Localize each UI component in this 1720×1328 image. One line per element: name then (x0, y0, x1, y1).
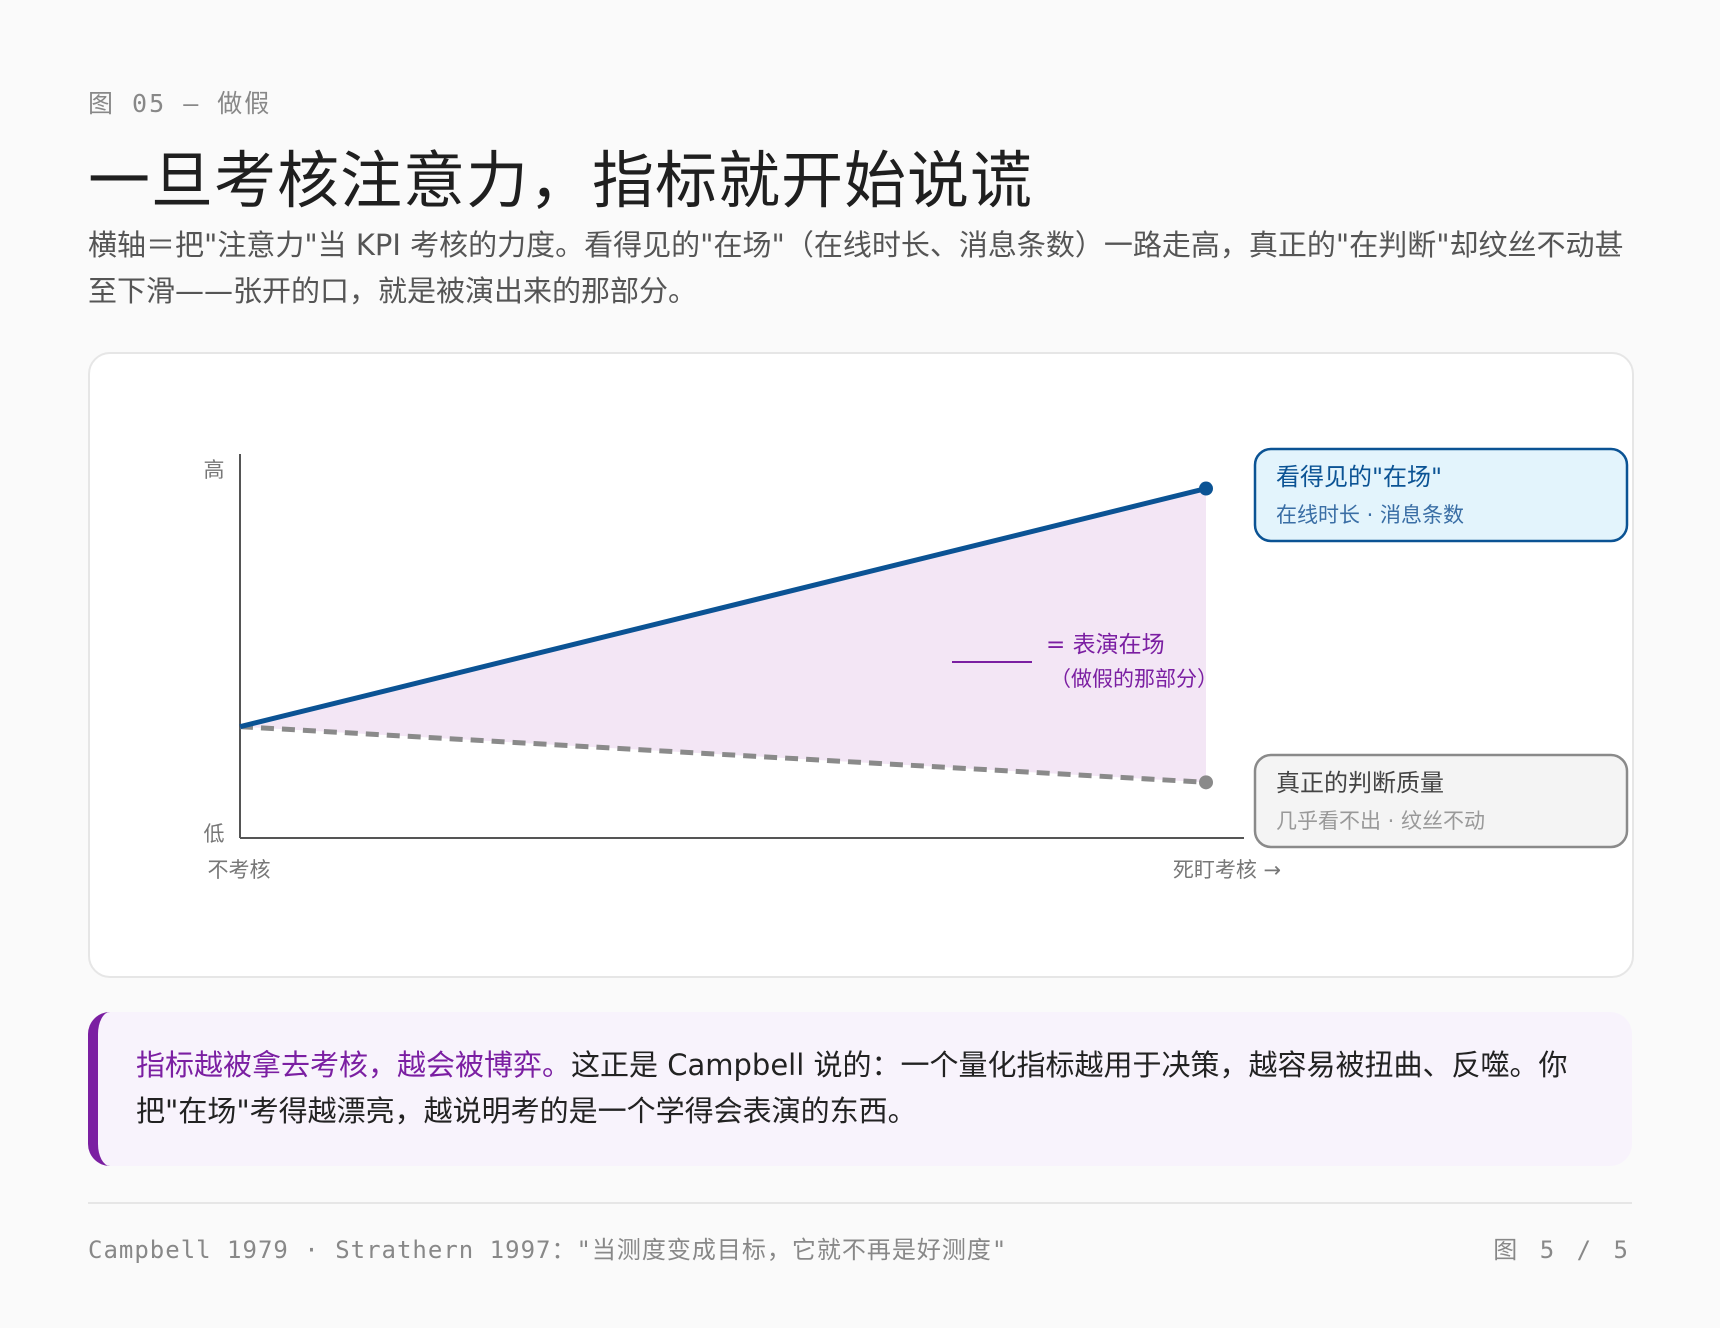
callout-box: 指标越被拿去考核，越会被博弈。这正是 Campbell 说的：一个量化指标越用于… (88, 1012, 1632, 1166)
series-line-presence (239, 486, 1207, 730)
gap-area (240, 488, 1206, 783)
page-title: 一旦考核注意力，指标就开始说谎 (88, 144, 1034, 217)
legend-box-judgment: 真正的判断质量 几乎看不出 · 纹丝不动 (1253, 753, 1629, 849)
callout-highlight: 指标越被拿去考核，越会被博弈。 (136, 1048, 572, 1082)
footer-divider (88, 1202, 1632, 1204)
chart-card: 高 低 不考核 死盯考核 → = 表演在场 （做假的那部分） 看得见的"在场" … (88, 352, 1634, 978)
legend-box-presence: 看得见的"在场" 在线时长 · 消息条数 (1253, 447, 1629, 543)
y-tick-high: 高 (204, 458, 225, 482)
chart-svg: 高 低 不考核 死盯考核 → = 表演在场 （做假的那部分） 看得见的"在场" … (204, 447, 1629, 882)
footer-page-indicator: 图 5 / 5 (1493, 1236, 1632, 1264)
page: 图 05 — 做假 一旦考核注意力，指标就开始说谎 横轴＝把"注意力"当 KPI… (88, 0, 1634, 1328)
series-end-point-judgment (1199, 775, 1213, 790)
x-tick-start: 不考核 (208, 858, 271, 882)
series-end-point-presence (1199, 481, 1213, 496)
legend-presence-detail: 在线时长 · 消息条数 (1276, 503, 1464, 527)
annotation-sub: （做假的那部分） (1050, 667, 1218, 691)
x-tick-end: 死盯考核 → (1173, 858, 1281, 882)
annotation-label: = 表演在场 (1046, 632, 1165, 658)
series-line-judgment (239, 724, 1207, 785)
footer-citation: Campbell 1979 · Strathern 1997："当测度变成目标，… (88, 1236, 1008, 1264)
figure-eyebrow: 图 05 — 做假 (88, 89, 272, 118)
legend-judgment-detail: 几乎看不出 · 纹丝不动 (1276, 809, 1485, 833)
y-tick-low: 低 (204, 822, 225, 846)
page-subtitle: 横轴＝把"注意力"当 KPI 考核的力度。看得见的"在场"（在线时长、消息条数）… (88, 228, 1624, 308)
legend-judgment-title: 真正的判断质量 (1276, 769, 1444, 797)
callout-text: 这正是 Campbell 说的：一个量化指标越用于决策，越容易被扭曲、反噬。你把… (136, 1048, 1568, 1128)
legend-presence-title: 看得见的"在场" (1276, 463, 1442, 491)
